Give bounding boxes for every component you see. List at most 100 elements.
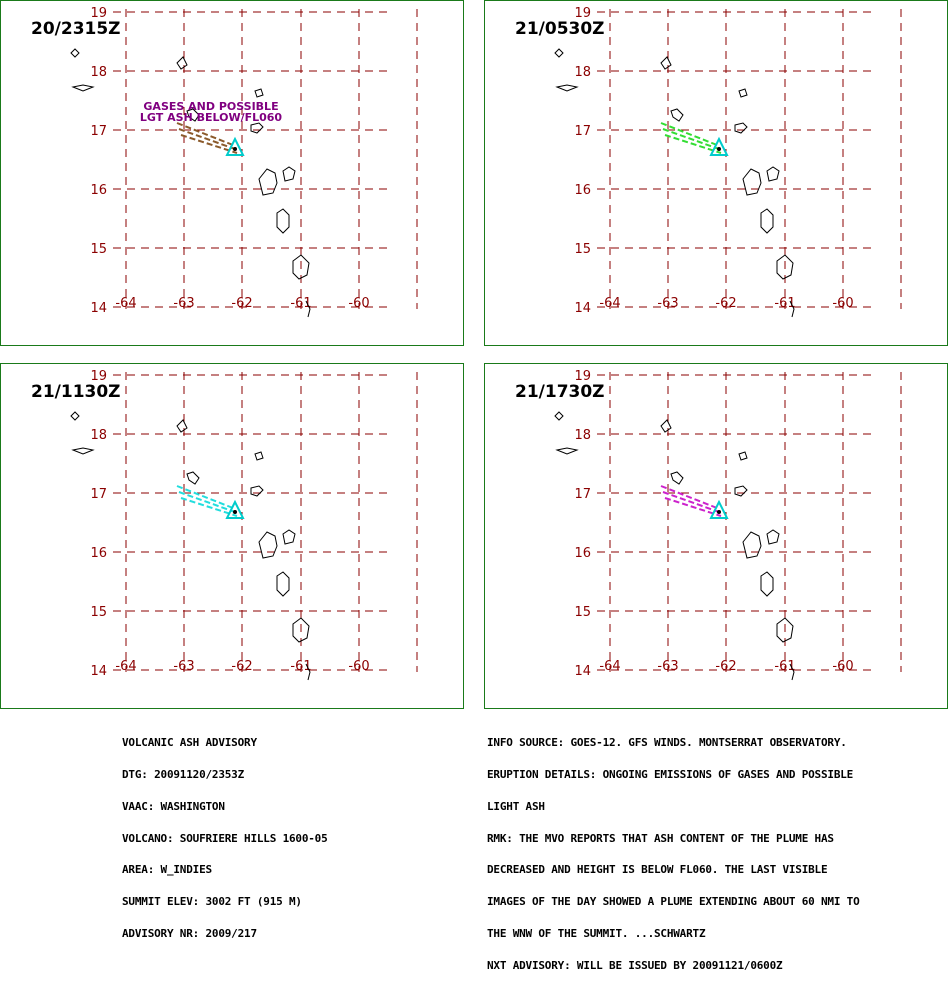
longitude-label: -61 (290, 659, 311, 674)
longitude-label: -62 (715, 659, 736, 674)
ash-plume-stroke (662, 128, 720, 150)
island-coastline (734, 122, 748, 134)
plume-label: GASES AND POSSIBLE (143, 100, 278, 113)
plume-label: LGT ASH BELOW/FL060 (140, 111, 282, 124)
latitude-label: 19 (574, 6, 591, 21)
advisory-line: VOLCANO: SOUFRIERE HILLS 1600-05 (122, 831, 328, 845)
map-panel-4: 19 18 17 16 15 14 -64 -63 -62 -61 -60 21/1730Z (484, 363, 948, 709)
island-coastline (554, 48, 564, 58)
map-panel-1: 19 18 17 16 15 14 -64 -63 -62 -61 -60 GASES AND POS… (0, 0, 464, 346)
longitude-label: -62 (231, 659, 252, 674)
island-coastline (766, 529, 780, 545)
advisory-line: VAAC: WASHINGTON (122, 799, 225, 813)
advisory-line: DECREASED AND HEIGHT IS BELOW FL060. THE… (487, 863, 828, 877)
island-coastline (186, 108, 200, 122)
island-coastline (71, 84, 95, 92)
map-svg: 19 18 17 16 15 14 -64 -63 -62 -61 -60 (554, 6, 902, 318)
longitude-label: -63 (657, 659, 678, 674)
latitude-label: 15 (574, 242, 591, 257)
advisory-line: ERUPTION DETAILS: ONGOING EMISSIONS OF G… (487, 767, 854, 781)
advisory-line: VOLCANIC ASH ADVISORY (122, 736, 257, 750)
ash-plume-stroke (180, 134, 238, 154)
latitude-label: 19 (574, 369, 591, 384)
advisory-line: DTG: 20091120/2353Z (122, 767, 245, 781)
map-svg: 19 18 17 16 15 14 -64 -63 -62 -61 -60 (554, 369, 902, 681)
latitude-label: 18 (90, 428, 107, 443)
island-coastline (766, 166, 780, 182)
longitude-label: -63 (173, 296, 194, 311)
latitude-label: 19 (90, 6, 107, 21)
advisory-line: LIGHT ASH (487, 799, 545, 813)
island-coastline (738, 451, 748, 461)
advisory-line: IMAGES OF THE DAY SHOWED A PLUME EXTENDI… (487, 895, 860, 909)
island-coastline (176, 56, 188, 70)
latitude-label: 17 (90, 124, 107, 139)
panel-time: 21/1130Z (31, 382, 121, 402)
longitude-label: -61 (774, 659, 795, 674)
ash-plume-stroke (176, 485, 234, 509)
ash-plume-stroke (664, 497, 722, 517)
ash-plume-stroke (660, 122, 718, 146)
longitude-label: -60 (832, 659, 853, 674)
island-coastline (254, 451, 264, 461)
ash-plume-stroke (178, 128, 236, 150)
island-coastline (776, 617, 794, 643)
longitude-label: -60 (348, 659, 369, 674)
map-panel-2: 19 18 17 16 15 14 -64 -63 -62 -61 -60 21/0530Z (484, 0, 948, 346)
latitude-label: 15 (90, 605, 107, 620)
ash-plume-stroke (660, 485, 718, 509)
latitude-label: 17 (574, 487, 591, 502)
island-coastline (660, 56, 672, 70)
volcano-icon (225, 136, 245, 156)
longitude-label: -62 (715, 296, 736, 311)
longitude-label: -61 (774, 296, 795, 311)
coastline (789, 300, 795, 318)
advisory-remarks: INFO SOURCE: GOES-12. GFS WINDS. MONTSER… (487, 717, 860, 982)
ash-plume-stroke (664, 134, 722, 154)
latitude-label: 16 (574, 546, 591, 561)
island-coastline (276, 571, 290, 597)
island-coastline (776, 254, 794, 280)
latitude-label: 16 (90, 183, 107, 198)
island-coastline (250, 122, 264, 134)
island-coastline (258, 531, 278, 559)
island-coastline (258, 168, 278, 196)
island-coastline (70, 411, 80, 421)
latitude-label: 19 (90, 369, 107, 384)
longitude-label: -64 (599, 296, 620, 311)
island-coastline (176, 419, 188, 433)
latitude-label: 18 (574, 65, 591, 80)
volcano-icon (709, 136, 729, 156)
ash-plume-stroke (662, 491, 720, 513)
coastline (305, 663, 311, 681)
island-coastline (282, 166, 296, 182)
latitude-label: 18 (90, 65, 107, 80)
map-svg: 19 18 17 16 15 14 -64 -63 -62 -61 -60 (70, 369, 418, 681)
volcano-icon (709, 499, 729, 519)
island-coastline (292, 254, 310, 280)
latitude-label: 15 (574, 605, 591, 620)
latitude-label: 17 (574, 124, 591, 139)
latitude-label: 14 (574, 301, 591, 316)
longitude-label: -64 (115, 296, 136, 311)
volcano-icon (225, 499, 245, 519)
latitude-label: 17 (90, 487, 107, 502)
island-coastline (760, 571, 774, 597)
longitude-label: -63 (657, 296, 678, 311)
latitude-label: 14 (90, 301, 107, 316)
longitude-label: -62 (231, 296, 252, 311)
ash-plume-stroke (180, 497, 238, 517)
island-coastline (555, 84, 579, 92)
longitude-label: -61 (290, 296, 311, 311)
latitude-label: 14 (574, 664, 591, 679)
island-coastline (670, 471, 684, 485)
longitude-label: -60 (348, 296, 369, 311)
coastline (789, 663, 795, 681)
latitude-label: 16 (574, 183, 591, 198)
ash-plume-stroke (176, 122, 234, 146)
island-coastline (555, 447, 579, 455)
latitude-label: 18 (574, 428, 591, 443)
latitude-label: 16 (90, 546, 107, 561)
advisory-line: RMK: THE MVO REPORTS THAT ASH CONTENT OF… (487, 831, 834, 845)
island-coastline (186, 471, 200, 485)
